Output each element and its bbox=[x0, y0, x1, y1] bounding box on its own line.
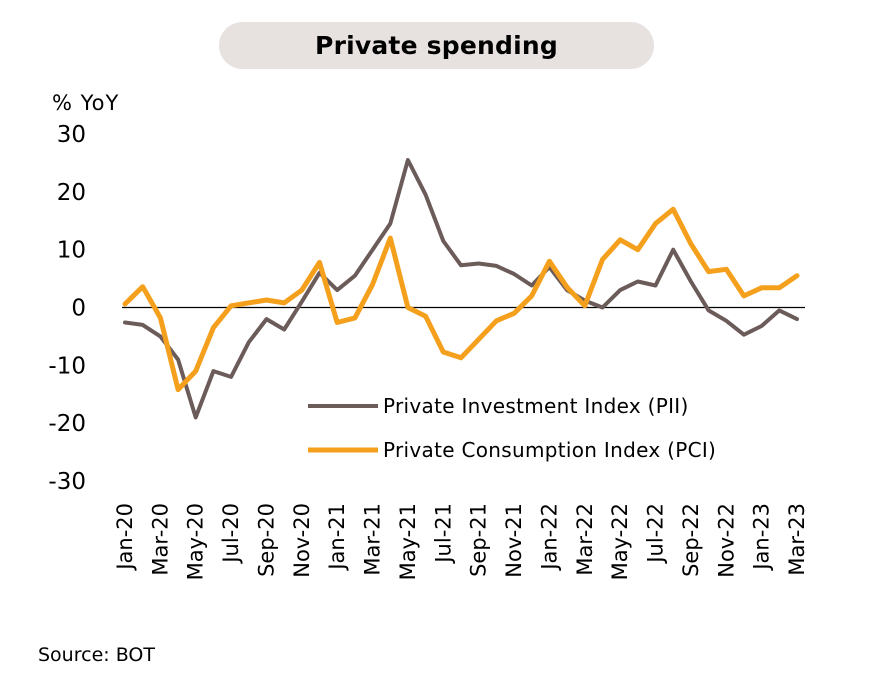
x-tick-label: Sep-21 bbox=[467, 503, 491, 577]
x-tick-label: May-22 bbox=[608, 503, 632, 580]
x-tick-label: Jan-23 bbox=[750, 503, 774, 572]
x-tick-label: Mar-23 bbox=[785, 503, 809, 576]
chart-title-pill: Private spending bbox=[219, 22, 654, 69]
y-tick-label: 20 bbox=[57, 180, 86, 206]
x-axis-labels: Jan-20 Mar-20 May-20 Jul-20 Sep-20 Nov-20 Jan-… bbox=[113, 503, 809, 580]
y-tick-label: 10 bbox=[57, 238, 86, 264]
y-tick-label: -30 bbox=[48, 469, 86, 495]
x-tick-label: Nov-20 bbox=[290, 503, 314, 578]
x-tick-label: Mar-22 bbox=[573, 503, 597, 576]
x-tick-label: May-20 bbox=[184, 503, 208, 580]
x-tick-label: Jan-21 bbox=[325, 503, 349, 572]
x-tick-label: Sep-20 bbox=[254, 503, 278, 577]
y-axis-unit-label: % YoY bbox=[52, 91, 119, 115]
pci-series-line bbox=[122, 206, 800, 393]
x-tick-label: Sep-22 bbox=[679, 503, 703, 577]
x-tick-label: Jan-20 bbox=[113, 503, 137, 572]
x-tick-label: Nov-21 bbox=[502, 503, 526, 578]
x-tick-label: Jul-20 bbox=[219, 503, 243, 565]
x-tick-label: Jul-22 bbox=[644, 503, 668, 565]
x-tick-label: Jan-22 bbox=[537, 503, 561, 572]
y-tick-label: 30 bbox=[57, 122, 86, 148]
x-tick-label: May-21 bbox=[396, 503, 420, 580]
legend-label-pci: Private Consumption Index (PCI) bbox=[383, 438, 716, 462]
y-tick-label: -10 bbox=[48, 353, 86, 379]
x-tick-label: Jul-21 bbox=[431, 503, 455, 565]
x-tick-label: Mar-20 bbox=[148, 503, 172, 576]
legend: Private Investment Index (PII) Private Co… bbox=[308, 394, 716, 462]
chart-title: Private spending bbox=[315, 31, 558, 60]
source-note: Source: BOT bbox=[38, 644, 155, 666]
y-axis-labels: % YoY 30 20 10 0 -10 -20 -30 bbox=[48, 91, 119, 495]
x-tick-label: Mar-21 bbox=[361, 503, 385, 576]
pii-series-line bbox=[123, 158, 799, 420]
y-tick-label: -20 bbox=[48, 411, 86, 437]
x-tick-label: Nov-22 bbox=[714, 503, 738, 578]
series-lines bbox=[122, 158, 805, 420]
y-tick-label: 0 bbox=[71, 296, 86, 322]
legend-label-pii: Private Investment Index (PII) bbox=[383, 394, 689, 418]
